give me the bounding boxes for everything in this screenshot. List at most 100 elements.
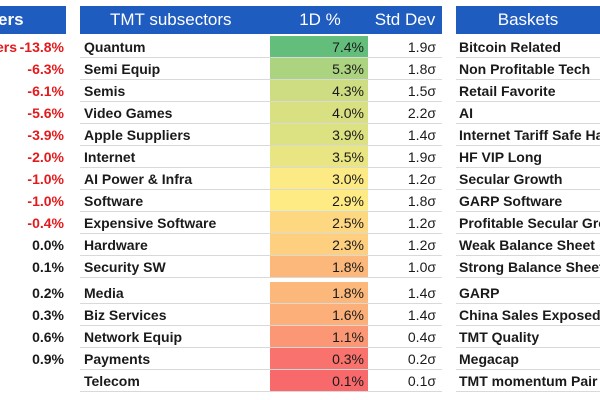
left-row: ers-13.8% [0,36,66,58]
change-cell: 3.0% [270,168,368,190]
left-row: -6.1% [0,80,66,102]
subsector-name: Quantum [84,39,146,55]
left-row-value: 0.6% [32,329,64,345]
std-dev-cell: 0.2σ [407,351,436,367]
row-gridline [456,347,600,348]
basket-item: Megacap [456,348,600,370]
row-gridline [80,347,442,348]
row-gridline [80,57,442,58]
std-dev-cell: 1.4σ [407,285,436,301]
basket-label: Profitable Secular Gro [459,215,600,231]
basket-label: Secular Growth [459,171,563,187]
left-row: -6.3% [0,58,66,80]
tmt-subsectors-table: TMT subsectors 1D % Std Dev Quantum 7.4% 1… [80,6,442,394]
row-gridline [456,211,600,212]
basket-label: Internet Tariff Safe Ha [459,127,600,143]
left-row: 0.0% [0,234,66,256]
row-gridline [456,167,600,168]
std-dev-cell: 1.8σ [407,193,436,209]
row-gridline [456,189,600,190]
tmt-row: Biz Services 1.6% 1.4σ [80,304,442,326]
row-gridline [80,233,442,234]
row-gridline [80,277,442,278]
basket-label: AI [459,105,473,121]
basket-item: TMT momentum Pair [456,370,600,392]
basket-item: Weak Balance Sheet [456,234,600,256]
row-gridline [80,303,442,304]
header-1d-change: 1D % [299,10,341,29]
row-gridline [456,57,600,58]
std-dev-cell: 1.9σ [407,149,436,165]
std-dev-cell: 1.4σ [407,307,436,323]
left-row-value: -0.4% [27,215,64,231]
row-gridline [456,101,600,102]
left-row: -2.0% [0,146,66,168]
std-dev-cell: 1.2σ [407,171,436,187]
left-row-value: 0.1% [32,259,64,275]
tmt-row: Telecom 0.1% 0.1σ [80,370,442,392]
std-dev-cell: 0.1σ [407,373,436,389]
basket-label: China Sales Exposed [459,307,600,323]
left-row-label: ers [0,39,18,55]
tmt-row: AI Power & Infra 3.0% 1.2σ [80,168,442,190]
change-cell: 1.8% [270,256,368,278]
left-row: 0.6% [0,326,66,348]
basket-label: HF VIP Long [459,149,542,165]
left-row-value: 0.2% [32,285,64,301]
subsector-name: Video Games [84,105,173,121]
tmt-row: Security SW 1.8% 1.0σ [80,256,442,278]
basket-label: TMT Quality [459,329,540,345]
row-gridline [456,233,600,234]
std-dev-cell: 1.9σ [407,39,436,55]
left-row-value: -3.9% [27,127,64,143]
std-dev-cell: 1.0σ [407,259,436,275]
change-cell: 2.3% [270,234,368,256]
subsector-name: Internet [84,149,136,165]
basket-item: HF VIP Long [456,146,600,168]
subsector-name: Biz Services [84,307,167,323]
change-cell: 2.9% [270,190,368,212]
change-cell: 4.0% [270,102,368,124]
subsector-name: Telecom [84,373,140,389]
row-gridline [80,123,442,124]
std-dev-cell: 1.5σ [407,83,436,99]
baskets-header: Baskets [456,6,600,34]
basket-item: Secular Growth [456,168,600,190]
tmt-table-header: TMT subsectors 1D % Std Dev [80,6,442,34]
change-cell: 3.5% [270,146,368,168]
left-row: -5.6% [0,102,66,124]
change-cell: 0.3% [270,348,368,370]
row-gridline [456,391,600,392]
basket-item: Strong Balance Sheet [456,256,600,278]
left-row-value: -1.0% [27,193,64,209]
tmt-row: Hardware 2.3% 1.2σ [80,234,442,256]
row-gridline [80,79,442,80]
basket-item: China Sales Exposed [456,304,600,326]
basket-item: Retail Favorite [456,80,600,102]
subsector-name: Semi Equip [84,61,161,77]
change-cell: 1.1% [270,326,368,348]
tmt-row: Expensive Software 2.5% 1.2σ [80,212,442,234]
basket-label: Strong Balance Sheet [459,259,600,275]
tmt-row: Software 2.9% 1.8σ [80,190,442,212]
row-gridline [456,277,600,278]
std-dev-cell: 1.4σ [407,127,436,143]
tmt-row: Media 1.8% 1.4σ [80,282,442,304]
subsector-name: Apple Suppliers [84,127,191,143]
left-row: -1.0% [0,190,66,212]
tmt-row: Payments 0.3% 0.2σ [80,348,442,370]
std-dev-cell: 1.2σ [407,237,436,253]
change-cell: 2.5% [270,212,368,234]
left-row: 0.3% [0,304,66,326]
left-row-value: -1.0% [27,171,64,187]
tmt-row: Network Equip 1.1% 0.4σ [80,326,442,348]
subsector-name: Payments [84,351,151,367]
std-dev-cell: 1.8σ [407,61,436,77]
left-row-value: -13.8% [19,39,64,55]
row-gridline [80,391,442,392]
row-gridline [456,255,600,256]
basket-item: Internet Tariff Safe Ha [456,124,600,146]
subsector-name: Software [84,193,144,209]
subsector-name: AI Power & Infra [84,171,193,187]
row-gridline [456,303,600,304]
